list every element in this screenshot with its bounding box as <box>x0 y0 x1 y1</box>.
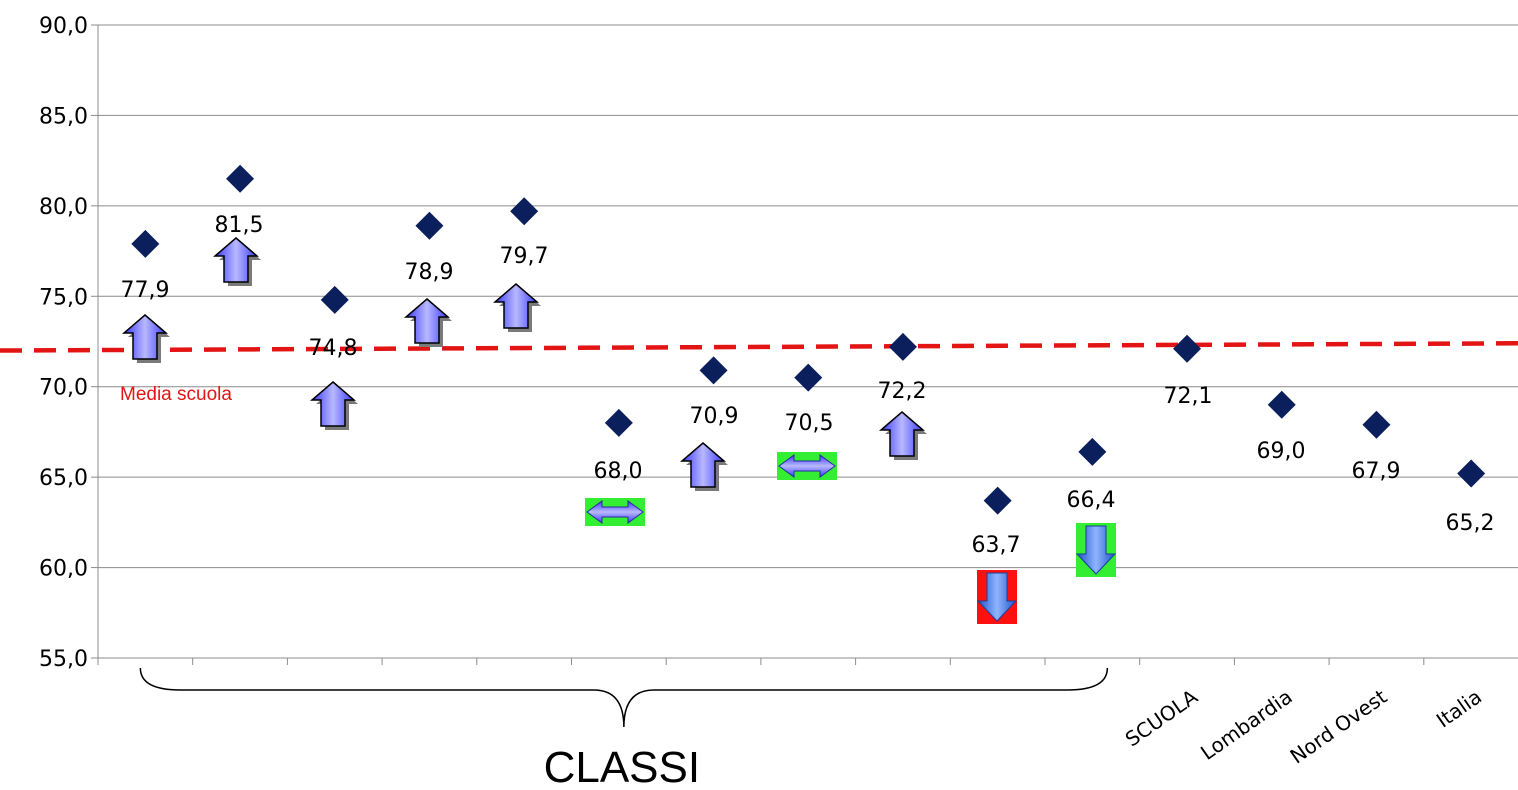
arrow-up-shape <box>212 237 260 283</box>
arrow-down-shape <box>1075 525 1117 575</box>
trend-arrows <box>121 237 1117 624</box>
trend-arrow-up <box>309 381 358 430</box>
data-point <box>983 486 1012 515</box>
data-point <box>1078 437 1107 466</box>
data-point <box>415 211 444 240</box>
y-tick-label: 55,0 <box>39 647 88 672</box>
reference-line-group: Media scuola <box>0 341 1518 405</box>
y-tick-label: 60,0 <box>39 557 88 582</box>
data-point <box>699 356 728 385</box>
gridlines <box>98 24 1518 569</box>
trend-arrow-up <box>212 237 261 286</box>
category-label: SCUOLA <box>1121 684 1202 751</box>
axes <box>91 24 1518 665</box>
data-point <box>888 332 917 361</box>
trend-arrow-down <box>976 570 1018 624</box>
data-labels: 77,9 81,5 74,8 78,9 79,7 68,0 70,9 70,5 72,2 63,7… <box>121 213 1495 558</box>
data-points <box>131 164 1486 515</box>
trend-arrow-up <box>679 442 728 491</box>
data-point <box>604 408 633 437</box>
data-point <box>320 285 349 314</box>
data-point <box>131 229 160 258</box>
data-label: 81,5 <box>215 213 264 238</box>
y-tick-label: 70,0 <box>39 376 88 401</box>
arrow-up-shape <box>492 283 540 329</box>
y-tick-label: 80,0 <box>39 195 88 220</box>
arrow-down-shape <box>976 572 1018 622</box>
reference-line-label: Media scuola <box>120 384 232 405</box>
trend-arrow-up <box>121 314 170 363</box>
data-point <box>1457 459 1486 488</box>
category-label: Lombardia <box>1196 684 1296 764</box>
data-label: 65,2 <box>1446 511 1495 536</box>
data-label: 72,2 <box>878 379 927 404</box>
data-label: 70,5 <box>785 411 834 436</box>
data-point <box>226 164 255 193</box>
data-label: 79,7 <box>500 244 549 269</box>
arrow-both-shape <box>586 500 644 524</box>
data-label: 74,8 <box>309 336 358 361</box>
data-point <box>794 363 823 392</box>
data-label: 63,7 <box>972 533 1021 558</box>
arrow-up-shape <box>878 411 926 457</box>
y-axis-tick-labels: 55,0 60,0 65,0 70,0 75,0 80,0 85,0 90,0 <box>39 14 88 672</box>
arrow-up-shape <box>679 442 727 488</box>
data-label: 66,4 <box>1067 488 1116 513</box>
data-label: 72,1 <box>1164 384 1213 409</box>
trend-arrow-stable <box>585 498 645 526</box>
data-point <box>1362 410 1391 439</box>
trend-arrow-up <box>878 411 927 460</box>
data-point <box>510 197 539 226</box>
arrow-both-shape <box>778 454 836 478</box>
data-point <box>1267 390 1296 419</box>
group-label: CLASSI <box>544 743 701 790</box>
trend-arrow-down <box>1075 523 1117 577</box>
trend-arrow-up <box>403 298 452 347</box>
data-label: 78,9 <box>405 260 454 285</box>
data-point <box>1173 334 1202 363</box>
reference-line <box>0 341 1518 353</box>
y-tick-label: 85,0 <box>39 104 88 129</box>
data-label: 67,9 <box>1352 459 1401 484</box>
group-brace: CLASSI <box>139 667 1109 790</box>
y-tick-label: 65,0 <box>39 466 88 491</box>
curly-brace <box>139 667 1109 728</box>
y-tick-label: 90,0 <box>39 14 88 39</box>
arrow-up-shape <box>121 314 169 360</box>
trend-arrow-stable <box>777 452 837 480</box>
category-label: Italia <box>1432 684 1486 732</box>
category-label: Nord Ovest <box>1286 684 1392 768</box>
arrow-up-shape <box>403 298 451 344</box>
trend-arrow-up <box>492 283 541 332</box>
data-label: 77,9 <box>121 278 170 303</box>
y-tick-label: 75,0 <box>39 285 88 310</box>
data-label: 70,9 <box>690 404 739 429</box>
data-label: 69,0 <box>1257 439 1306 464</box>
data-label: 68,0 <box>594 459 643 484</box>
arrow-up-shape <box>309 381 357 427</box>
